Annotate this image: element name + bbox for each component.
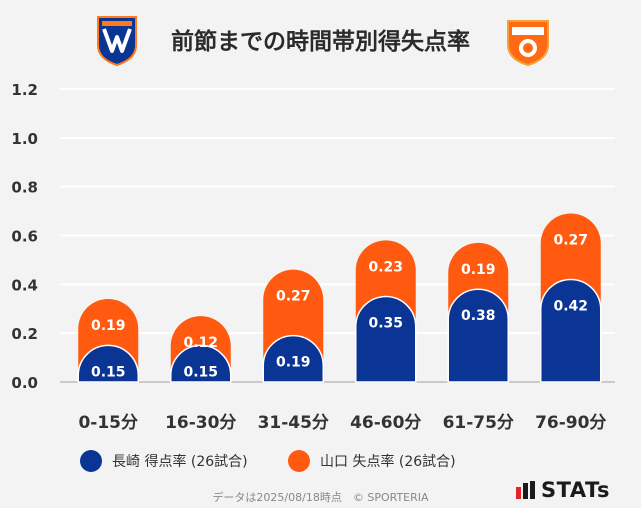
data-label-nagasaki: 0.15: [91, 364, 126, 380]
x-tick-label: 61-75分: [443, 413, 514, 433]
data-label-nagasaki: 0.38: [461, 308, 496, 324]
x-tick-label: 0-15分: [78, 413, 138, 433]
x-tick-label: 46-60分: [350, 413, 421, 433]
bar-nagasaki: [540, 278, 602, 383]
header: 前節までの時間帯別得失点率: [0, 0, 641, 80]
stacked-bar-chart: 0.0 0.2 0.4 0.6 0.8 1.0 1.2 0.19 0.15 0-15分 0.12 0.…: [11, 81, 615, 433]
y-tick-label: 1.2: [11, 81, 38, 99]
chart-title: 前節までの時間帯別得失点率: [171, 29, 470, 55]
data-label-nagasaki: 0.42: [553, 298, 588, 314]
bar-nagasaki: [262, 334, 324, 383]
legend-label-nagasaki: 長崎 得点率 (26試合): [112, 454, 248, 470]
legend-swatch-nagasaki: [80, 450, 102, 472]
data-label-yamaguchi: 0.23: [368, 259, 403, 275]
legend-swatch-yamaguchi: [288, 450, 310, 472]
data-label-yamaguchi: 0.27: [553, 233, 588, 249]
y-tick-label: 0.2: [11, 325, 38, 343]
y-tick-label: 0.6: [11, 228, 38, 246]
bar-nagasaki: [447, 288, 509, 383]
y-tick-label: 0.8: [11, 179, 38, 197]
data-label-yamaguchi: 0.19: [461, 262, 496, 278]
x-tick-label: 31-45分: [258, 413, 329, 433]
data-label-yamaguchi: 0.12: [183, 335, 218, 351]
data-label-nagasaki: 0.19: [276, 355, 311, 371]
legend-label-yamaguchi: 山口 失点率 (26試合): [320, 454, 456, 470]
data-label-nagasaki: 0.15: [183, 364, 218, 380]
footer-note: データは2025/08/18時点 © SPORTERIA: [212, 491, 429, 504]
bar-nagasaki: [170, 344, 232, 383]
data-label-yamaguchi: 0.19: [91, 318, 126, 334]
x-tick-label: 76-90分: [535, 413, 606, 433]
data-label-yamaguchi: 0.27: [276, 289, 311, 305]
y-tick-label: 0.4: [11, 276, 38, 294]
y-tick-label: 0.0: [11, 374, 38, 392]
stats-brand-text: STATs: [541, 478, 610, 502]
renofa-yamaguchi-logo-icon: [506, 17, 550, 71]
legend-item-nagasaki: 長崎 得点率 (26試合): [80, 450, 248, 472]
v-varen-nagasaki-logo-icon: [96, 15, 138, 71]
stats-logo-icon: [516, 481, 535, 499]
data-label-nagasaki: 0.35: [368, 316, 403, 332]
bar-nagasaki: [77, 344, 139, 383]
legend-item-yamaguchi: 山口 失点率 (26試合): [288, 450, 456, 472]
x-tick-label: 16-30分: [165, 413, 236, 433]
y-tick-label: 1.0: [11, 130, 38, 148]
stats-brand: STATs: [516, 478, 610, 502]
bar-nagasaki: [355, 295, 417, 383]
